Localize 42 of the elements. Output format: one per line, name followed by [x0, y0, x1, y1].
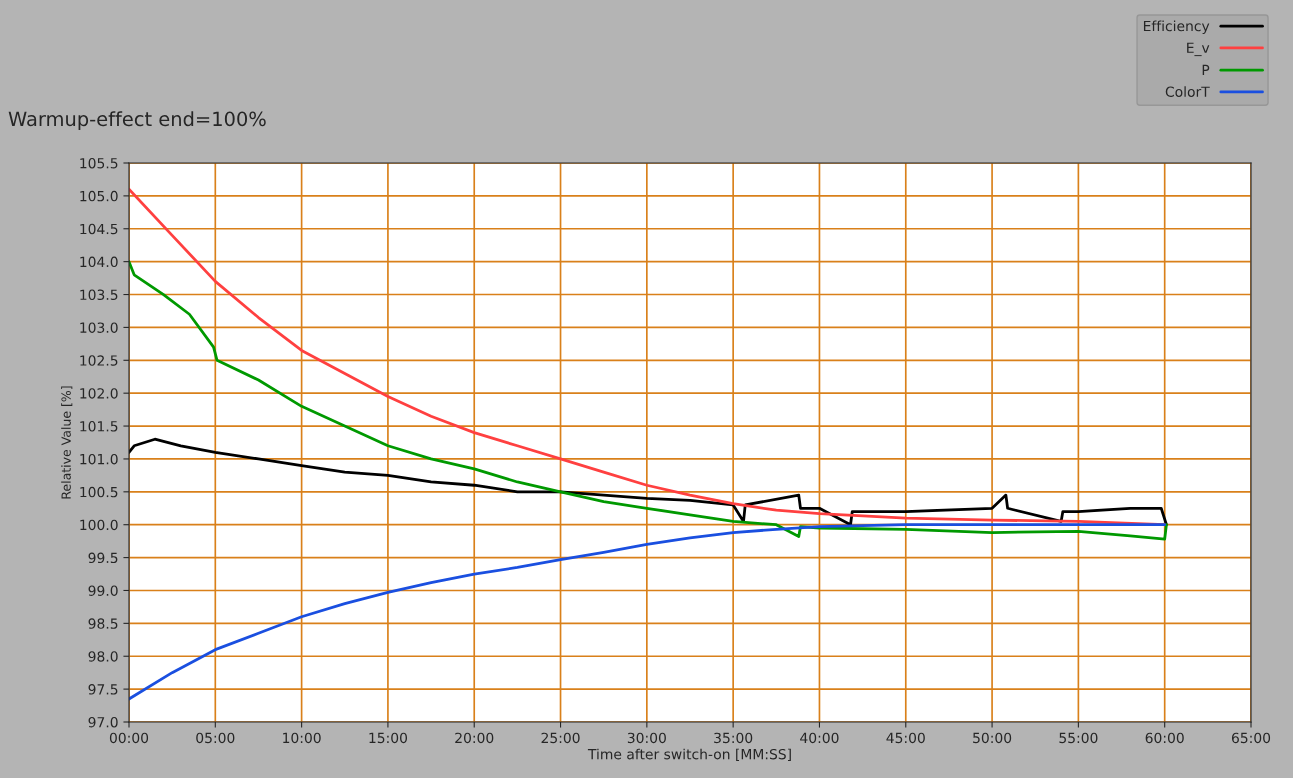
x-tick-label: 35:00: [714, 732, 753, 744]
x-tick-label: 40:00: [800, 732, 839, 744]
x-tick-label: 10:00: [283, 732, 321, 744]
y-tick-label: 99.0: [88, 585, 118, 596]
x-tick-label: 65:00: [1231, 732, 1271, 744]
legend-label: E_v: [1187, 42, 1210, 57]
y-tick-label: 100.5: [80, 486, 118, 498]
legend-label: P: [1202, 64, 1210, 75]
y-tick-label: 103.5: [80, 289, 118, 300]
y-tick-label: 100.0: [80, 519, 118, 531]
y-tick-label: 99.5: [88, 552, 118, 564]
y-tick-label: 105.0: [80, 190, 118, 202]
y-tick-label: 103.0: [80, 322, 118, 333]
x-tick-label: 60:00: [1145, 732, 1184, 744]
y-tick-label: 101.0: [80, 453, 118, 465]
line-series: [129, 437, 1168, 527]
x-tick-label: 25:00: [541, 732, 580, 744]
y-tick-label: 102.5: [80, 355, 118, 366]
y-tick-label: 105.5: [80, 157, 118, 169]
line-series: [129, 260, 1168, 541]
x-tick-label: 00:00: [109, 732, 149, 744]
y-tick-label: 104.5: [80, 223, 118, 235]
y-tick-label: 98.5: [88, 618, 118, 629]
x-axis-title: Time after switch-on [MM:SS]: [587, 748, 791, 762]
y-tick-label: 104.0: [80, 256, 118, 268]
legend-label: ColorT: [1165, 86, 1210, 97]
y-axis-title: Relative Value [%]: [61, 386, 73, 499]
line-series: [129, 523, 1167, 701]
chart-title: Warmup-effect end=100%: [8, 111, 266, 130]
y-tick-label: 97.0: [88, 716, 118, 728]
legend-label: Efficiency: [1143, 20, 1210, 34]
x-tick-label: 55:00: [1059, 732, 1098, 744]
y-tick-label: 101.5: [80, 421, 118, 432]
y-tick-label: 98.0: [88, 651, 118, 662]
x-tick-label: 30:00: [627, 732, 666, 744]
x-tick-label: 45:00: [886, 732, 925, 744]
x-tick-label: 05:00: [196, 732, 235, 744]
x-tick-label: 15:00: [369, 732, 408, 744]
x-tick-label: 50:00: [973, 732, 1012, 744]
x-tick-label: 20:00: [455, 732, 494, 744]
y-tick-label: 97.5: [88, 684, 118, 695]
y-tick-label: 102.0: [80, 388, 118, 399]
